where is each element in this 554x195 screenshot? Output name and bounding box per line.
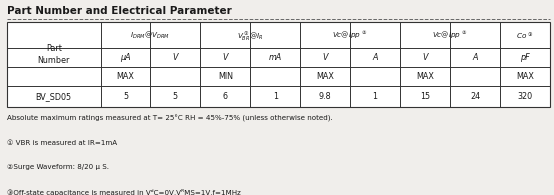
Text: Absolute maximum ratings measured at T= 25°C RH = 45%-75% (unless otherwise note: Absolute maximum ratings measured at T= … — [7, 115, 332, 122]
Text: 6: 6 — [223, 92, 228, 101]
Text: $Vc@Ipp^{\;\mathregular{②}}$: $Vc@Ipp^{\;\mathregular{②}}$ — [332, 29, 368, 41]
Text: $Vc@Ipp^{\;\mathregular{②}}$: $Vc@Ipp^{\;\mathregular{②}}$ — [432, 29, 468, 41]
Text: V: V — [322, 53, 328, 62]
Text: BV_SD05: BV_SD05 — [35, 92, 72, 101]
Text: $Co^{\;\mathregular{③}}$: $Co^{\;\mathregular{③}}$ — [516, 29, 534, 41]
Text: V: V — [422, 53, 428, 62]
Text: V: V — [173, 53, 178, 62]
Text: 5: 5 — [123, 92, 128, 101]
Text: ① VBR is measured at IR=1mA: ① VBR is measured at IR=1mA — [7, 140, 117, 146]
Text: 24: 24 — [470, 92, 480, 101]
Text: $V_{BR}^{\;\mathregular{①}}@I_R$: $V_{BR}^{\;\mathregular{①}}@I_R$ — [237, 28, 264, 42]
Text: MIN: MIN — [218, 72, 233, 81]
Text: 1: 1 — [373, 92, 378, 101]
Text: MAX: MAX — [416, 72, 434, 81]
Text: MAX: MAX — [316, 72, 334, 81]
Text: $I_{DRM}@V_{DRM}$: $I_{DRM}@V_{DRM}$ — [130, 29, 171, 41]
Text: MAX: MAX — [116, 72, 135, 81]
Text: pF: pF — [520, 53, 530, 62]
Text: mA: mA — [269, 53, 282, 62]
Text: ③Off-state capacitance is measured in VᵈC=0V,VᴿMS=1V,f=1MHz: ③Off-state capacitance is measured in Vᵈ… — [7, 189, 240, 195]
Text: 1: 1 — [273, 92, 278, 101]
Text: 9.8: 9.8 — [319, 92, 331, 101]
Text: Part Number and Electrical Parameter: Part Number and Electrical Parameter — [7, 6, 232, 16]
Text: 320: 320 — [517, 92, 532, 101]
Text: Part
Number: Part Number — [38, 44, 70, 65]
Text: 5: 5 — [173, 92, 178, 101]
Text: A: A — [472, 53, 478, 62]
Text: μA: μA — [120, 53, 131, 62]
Text: MAX: MAX — [516, 72, 534, 81]
Text: A: A — [372, 53, 378, 62]
Text: ②Surge Waveform: 8/20 μ S.: ②Surge Waveform: 8/20 μ S. — [7, 164, 109, 170]
Text: V: V — [223, 53, 228, 62]
Text: 15: 15 — [420, 92, 430, 101]
